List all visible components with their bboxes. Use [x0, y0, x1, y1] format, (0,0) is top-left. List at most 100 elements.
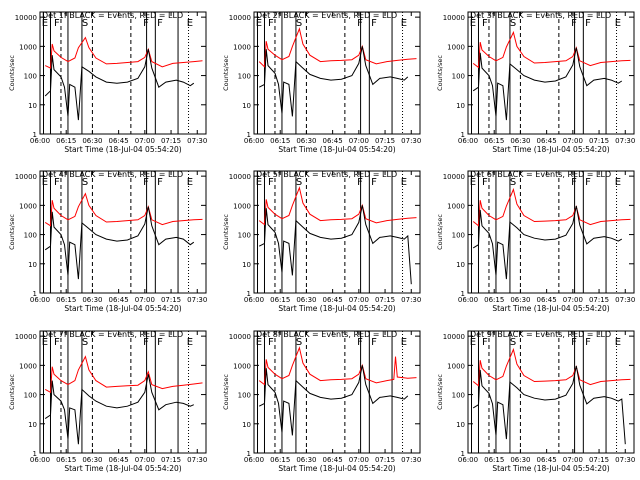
x-tick-label: 06:00	[458, 456, 478, 464]
region-label: E	[42, 337, 48, 348]
events-series-line	[472, 365, 626, 445]
region-label: F	[482, 177, 488, 188]
lld-series-line	[44, 355, 203, 394]
y-tick-label: 10	[456, 102, 465, 110]
y-axis-label: Counts/sec	[222, 374, 230, 410]
y-tick-label: 1000	[447, 362, 465, 370]
x-tick-label: 07:30	[187, 137, 207, 145]
region-label: S	[296, 177, 302, 188]
y-tick-label: 10	[28, 421, 37, 429]
x-tick-label: 06:30	[296, 296, 316, 304]
x-tick-label: 07:00	[349, 296, 369, 304]
panel-title: Det 9f BLACK = Events, RED = LLD	[470, 330, 611, 339]
region-label: E	[470, 18, 476, 29]
region-label: E	[615, 18, 621, 29]
y-tick-label: 10	[242, 421, 251, 429]
x-axis-label: Start Time (18-Jul-04 05:54:20)	[492, 464, 609, 473]
lld-series-line	[472, 187, 631, 227]
y-tick-label: 10000	[443, 173, 465, 181]
x-axis-label: Start Time (18-Jul-04 05:54:20)	[278, 145, 395, 154]
y-tick-label: 1	[461, 131, 465, 139]
x-tick-label: 06:45	[109, 137, 129, 145]
lld-series-line	[258, 27, 417, 68]
x-tick-label: 07:00	[563, 456, 583, 464]
x-tick-label: 07:15	[161, 456, 181, 464]
region-label: E	[256, 337, 262, 348]
region-label: E	[187, 177, 193, 188]
y-tick-label: 10	[28, 102, 37, 110]
lld-series-line	[472, 30, 631, 69]
y-tick-label: 1000	[233, 43, 251, 51]
x-tick-label: 06:00	[244, 456, 264, 464]
y-tick-label: 10	[456, 261, 465, 269]
x-tick-label: 07:00	[563, 296, 583, 304]
region-label: E	[187, 18, 193, 29]
x-axis-label: Start Time (18-Jul-04 05:54:20)	[64, 464, 181, 473]
x-tick-label: 07:00	[135, 296, 155, 304]
panel-title: Det 4f BLACK = Events, RED = LLD	[42, 170, 183, 179]
plot-frame	[467, 170, 635, 294]
events-series-line	[258, 205, 412, 285]
x-tick-label: 06:15	[270, 456, 290, 464]
x-tick-label: 06:15	[270, 296, 290, 304]
y-tick-label: 100	[238, 232, 251, 240]
detector-panel-7: 1 10 100 1000 10000 06:00 06:15 06:30 06:45 07:00…	[8, 330, 207, 473]
x-tick-label: 06:45	[109, 296, 129, 304]
y-tick-label: 1	[461, 290, 465, 298]
y-tick-label: 10000	[229, 14, 251, 22]
y-axis-label: Counts/sec	[436, 214, 444, 250]
y-tick-label: 100	[238, 73, 251, 81]
x-tick-label: 07:30	[401, 137, 421, 145]
region-label: S	[296, 337, 302, 348]
x-tick-label: 06:00	[30, 137, 50, 145]
region-label: F	[371, 18, 377, 29]
x-axis-label: Start Time (18-Jul-04 05:54:20)	[278, 464, 395, 473]
y-axis-label: Counts/sec	[8, 374, 16, 410]
region-label: F	[54, 18, 60, 29]
x-tick-label: 06:45	[323, 456, 343, 464]
region-label: E	[256, 177, 262, 188]
region-label: E	[401, 18, 407, 29]
detector-panel-3: 1 10 100 1000 10000 06:00 06:15 06:30 06:45 07:00…	[436, 11, 635, 154]
x-tick-label: 07:00	[135, 137, 155, 145]
y-tick-label: 1	[33, 290, 37, 298]
region-label: F	[482, 18, 488, 29]
lld-series-line	[44, 36, 203, 69]
region-label: E	[615, 177, 621, 188]
x-tick-label: 06:45	[537, 296, 557, 304]
y-tick-label: 100	[452, 73, 465, 81]
region-label: E	[42, 18, 48, 29]
region-label: S	[510, 177, 516, 188]
plot-frame	[253, 330, 421, 454]
x-tick-label: 06:15	[56, 296, 76, 304]
y-tick-label: 10	[456, 421, 465, 429]
y-tick-label: 10	[28, 261, 37, 269]
y-tick-label: 1000	[19, 362, 37, 370]
x-tick-label: 06:30	[296, 456, 316, 464]
x-tick-label: 07:30	[615, 137, 635, 145]
region-label: F	[268, 177, 274, 188]
panel-title: Det 3f BLACK = Events, RED = LLD	[470, 11, 611, 20]
lld-series-line	[258, 186, 417, 226]
x-tick-label: 06:00	[244, 296, 264, 304]
region-label: S	[82, 337, 88, 348]
x-axis-label: Start Time (18-Jul-04 05:54:20)	[64, 145, 181, 154]
y-tick-label: 1	[247, 450, 251, 458]
region-label: F	[585, 177, 591, 188]
x-tick-label: 06:45	[537, 137, 557, 145]
y-tick-label: 10000	[229, 333, 251, 341]
detector-panel-2: 1 10 100 1000 10000 06:00 06:15 06:30 06:45 07:00…	[222, 11, 421, 154]
region-label: F	[143, 177, 149, 188]
x-tick-label: 06:30	[510, 296, 530, 304]
y-axis-label: Counts/sec	[8, 214, 16, 250]
region-label: F	[157, 337, 163, 348]
events-series-line	[44, 49, 195, 121]
x-tick-label: 06:30	[82, 456, 102, 464]
x-tick-label: 07:30	[615, 456, 635, 464]
panel-title: Det 2f BLACK = Events, RED = LLD	[256, 11, 397, 20]
region-label: F	[54, 177, 60, 188]
plot-frame	[39, 330, 207, 454]
y-axis-label: Counts/sec	[8, 55, 16, 91]
plot-frame	[39, 170, 207, 294]
